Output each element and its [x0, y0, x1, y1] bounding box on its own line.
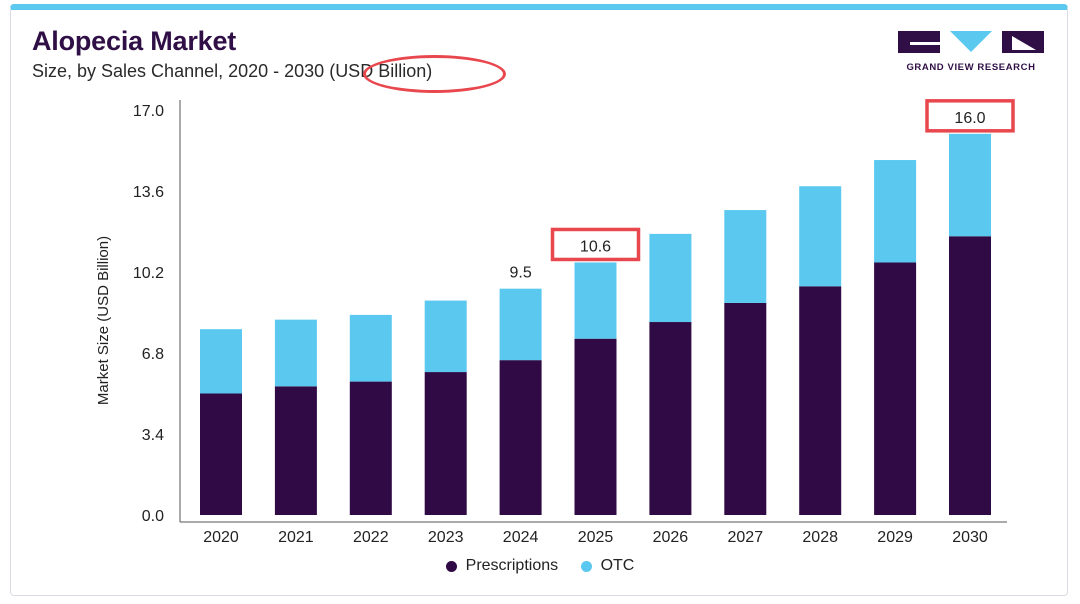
- bar-prescriptions: [799, 286, 842, 515]
- chart-labels: 2020 2021 2022 2023 2024 2025 2026 2027 2028 2029…: [203, 99, 1015, 546]
- x-tick-label: 2023: [428, 529, 464, 546]
- bar-otc: [949, 133, 991, 237]
- data-label: 9.5: [509, 265, 531, 282]
- chart-axes: 0.0 3.4 6.8 10.2 13.6 17.0 Market Size (USD Bi…: [95, 100, 1007, 525]
- x-tick-label: 2021: [278, 529, 314, 546]
- bar-otc: [799, 186, 842, 287]
- y-tick-label: 10.2: [133, 265, 164, 282]
- x-tick-label: 2025: [578, 529, 614, 546]
- bar-prescriptions: [724, 302, 767, 515]
- bar-prescriptions: [274, 386, 317, 515]
- grand-view-research-logo-icon: [898, 31, 1044, 53]
- bar-prescriptions: [874, 262, 917, 515]
- bar-otc: [349, 314, 392, 382]
- bar-prescriptions: [949, 236, 991, 515]
- bar-otc: [274, 319, 317, 387]
- chart-subtitle: Size, by Sales Channel, 2020 - 2030 (USD…: [32, 61, 433, 81]
- bar-prescriptions: [424, 372, 467, 515]
- y-tick-label: 0.0: [142, 508, 164, 525]
- data-label-background: [551, 230, 640, 259]
- legend-label-prescriptions: Prescriptions: [465, 557, 559, 574]
- chart-bars: [200, 133, 991, 515]
- bar-otc: [499, 288, 542, 361]
- bar-otc: [874, 160, 917, 263]
- unit-highlight-circle: [363, 55, 506, 93]
- x-tick-label: 2026: [653, 529, 689, 546]
- bar-prescriptions: [574, 338, 617, 515]
- chart-legend: Prescriptions OTC: [0, 557, 1080, 577]
- y-tick-label: 6.8: [142, 346, 164, 363]
- chart-title: Alopecia Market: [32, 26, 237, 56]
- bar-otc: [424, 300, 467, 373]
- data-label-highlight-box: [550, 227, 641, 262]
- y-axis-label: Market Size (USD Billion): [95, 236, 112, 405]
- legend-item-otc: OTC: [580, 557, 635, 575]
- bar-otc: [724, 210, 767, 303]
- logo-text: GRAND VIEW RESEARCH: [906, 62, 1036, 73]
- y-tick-label: 3.4: [142, 427, 164, 444]
- y-tick-label: 13.6: [133, 184, 164, 201]
- legend-item-prescriptions: Prescriptions: [445, 557, 559, 575]
- data-label-highlight-box: [925, 99, 1015, 133]
- legend-label-otc: OTC: [600, 557, 635, 574]
- data-label: 10.6: [580, 238, 611, 255]
- y-tick-label: 17.0: [133, 103, 164, 120]
- data-label-background: [926, 101, 1014, 130]
- legend-dot-otc-icon: [580, 560, 592, 572]
- bar-otc: [574, 262, 617, 339]
- legend-dot-prescriptions-icon: [445, 560, 457, 572]
- x-tick-label: 2027: [728, 529, 764, 546]
- bar-otc: [200, 329, 242, 394]
- bar-prescriptions: [200, 393, 242, 515]
- bar-prescriptions: [499, 360, 542, 515]
- x-tick-label: 2024: [503, 529, 539, 546]
- x-tick-label: 2028: [802, 529, 838, 546]
- bar-otc: [649, 233, 692, 323]
- x-tick-label: 2020: [203, 529, 239, 546]
- x-tick-label: 2022: [353, 529, 389, 546]
- x-tick-label: 2030: [952, 529, 988, 546]
- bar-prescriptions: [649, 322, 692, 515]
- data-label: 16.0: [954, 110, 985, 127]
- bar-prescriptions: [349, 381, 392, 515]
- x-tick-label: 2029: [877, 529, 913, 546]
